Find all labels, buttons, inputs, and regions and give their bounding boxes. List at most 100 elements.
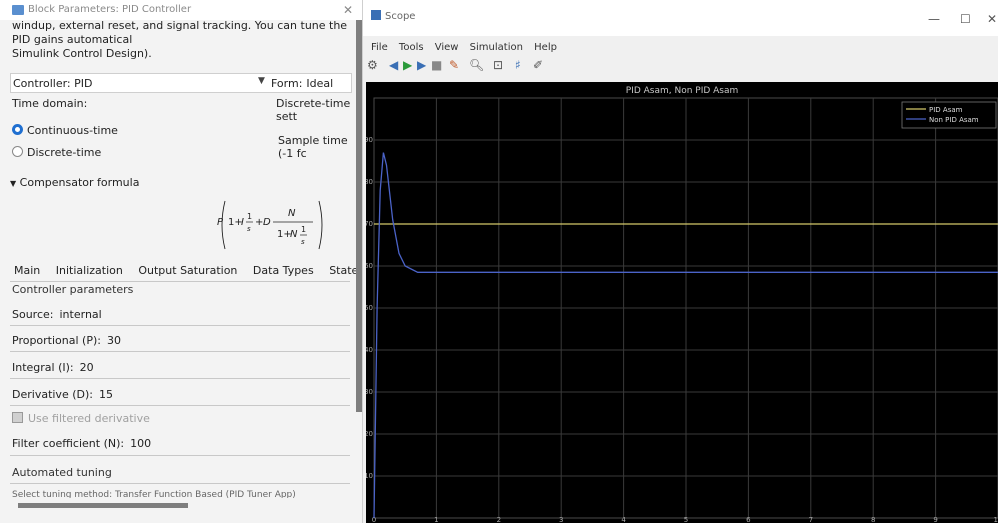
radio-selected-icon[interactable] xyxy=(12,124,23,135)
scope-title: Scope xyxy=(385,11,416,22)
horizontal-scrollbar[interactable] xyxy=(18,503,188,508)
menu-tools[interactable]: Tools xyxy=(398,42,424,53)
derivative-input[interactable]: 15 xyxy=(98,388,113,401)
close-icon[interactable]: ✕ xyxy=(343,3,354,17)
filtered-derivative-label: Use filtered derivative xyxy=(28,412,150,425)
automated-tuning-title: Automated tuning xyxy=(12,466,112,479)
controller-select[interactable]: Controller: PID ▼ Form: Ideal xyxy=(10,73,352,93)
menu-simulation[interactable]: Simulation xyxy=(469,42,523,53)
svg-text:s: s xyxy=(301,238,305,246)
y-tick-label: 20 xyxy=(366,430,373,438)
controller-parameters-title: Controller parameters xyxy=(12,283,134,296)
run-icon[interactable]: ▶ xyxy=(403,58,413,72)
step-forward-icon[interactable]: ▶ xyxy=(417,58,427,72)
block-parameters-dialog: Block Parameters: PID Controller ✕ windu… xyxy=(0,0,363,523)
divider xyxy=(10,351,350,352)
legend[interactable]: PID Asam Non PID Asam xyxy=(901,101,997,129)
description-line-1: windup, external reset, and signal track… xyxy=(12,19,348,46)
integral-input[interactable]: 20 xyxy=(79,361,94,374)
svg-text:1: 1 xyxy=(247,212,252,221)
form-select[interactable]: Form: Ideal xyxy=(271,77,333,90)
menu-file[interactable]: File xyxy=(371,42,388,53)
x-tick-label: 4 xyxy=(621,516,626,523)
x-tick-label: 6 xyxy=(746,516,751,523)
maximize-icon[interactable]: ☐ xyxy=(960,12,971,26)
checkbox-icon[interactable] xyxy=(12,412,23,423)
scope-plot-area[interactable]: PID Asam, Non PID Asam 0 1 2 3 4 5 6 7 8 9 10 10 20 3… xyxy=(364,82,998,524)
divider xyxy=(10,455,350,456)
chevron-down-icon[interactable]: ▼ xyxy=(258,76,265,86)
plot-title: PID Asam, Non PID Asam xyxy=(626,86,739,96)
series-line-non-pid-asam xyxy=(373,152,998,519)
scope-title-bar: Scope — ☐ ✕ xyxy=(363,0,998,36)
divider xyxy=(10,405,350,406)
stop-icon[interactable]: ■ xyxy=(431,58,443,72)
y-tick-label: 10 xyxy=(366,472,373,480)
svg-text:1+: 1+ xyxy=(277,229,292,240)
radio-unselected-icon[interactable] xyxy=(12,146,23,157)
svg-text:N: N xyxy=(290,229,298,240)
x-tick-label: 5 xyxy=(684,516,688,523)
legend-entry-label: Non PID Asam xyxy=(929,116,979,124)
fit-axes-icon[interactable]: ⊡ xyxy=(493,58,504,72)
continuous-time-label: Continuous-time xyxy=(27,124,118,137)
legend-box xyxy=(901,101,997,129)
discrete-time-label: Discrete-time xyxy=(27,146,102,159)
derivative-row[interactable]: Derivative (D): 15 xyxy=(12,388,113,401)
close-icon[interactable]: ✕ xyxy=(987,12,998,26)
minimize-icon[interactable]: — xyxy=(928,12,940,26)
sample-time-label: Sample time (-1 fc xyxy=(278,134,348,160)
menu-help[interactable]: Help xyxy=(534,42,557,53)
proportional-row[interactable]: Proportional (P): 30 xyxy=(12,334,121,347)
highlight-icon[interactable]: ✎ xyxy=(449,58,460,72)
tab-data-types[interactable]: Data Types xyxy=(252,264,314,277)
x-tick-label: 8 xyxy=(871,516,875,523)
scope-chart[interactable]: PID Asam, Non PID Asam 0 1 2 3 4 5 6 7 8 9 10 10 20 3… xyxy=(364,82,998,524)
tab-initialization[interactable]: Initialization xyxy=(55,264,123,277)
svg-text:N: N xyxy=(288,208,296,219)
svg-text:P: P xyxy=(217,217,224,228)
axis-ticks: 0 1 2 3 4 5 6 7 8 9 10 10 20 30 40 50 60 70 80 90 xyxy=(364,136,998,524)
filter-coefficient-row[interactable]: Filter coefficient (N): 100 xyxy=(12,437,151,450)
menu-view[interactable]: View xyxy=(434,42,459,53)
svg-text:s: s xyxy=(247,225,251,233)
settings-icon[interactable]: ⚙ xyxy=(367,58,378,72)
simulink-icon xyxy=(12,5,24,15)
scope-icon xyxy=(371,10,381,20)
step-back-icon[interactable]: ◀ xyxy=(389,58,399,72)
source-row[interactable]: Source: internal xyxy=(12,308,102,321)
form-label: Form: xyxy=(271,77,303,90)
zoom-icon[interactable]: 🔍︎ xyxy=(469,58,485,72)
edit-icon[interactable]: ✐ xyxy=(533,58,544,72)
controller-label: Controller: xyxy=(13,77,71,90)
filtered-derivative-checkbox[interactable]: Use filtered derivative xyxy=(12,412,150,425)
tuning-method-text: Select tuning method: Transfer Function … xyxy=(12,490,296,498)
scope-window: Scope — ☐ ✕ File Tools View Simulation H… xyxy=(363,0,998,524)
vertical-scrollbar[interactable] xyxy=(356,20,362,412)
y-tick-label: 30 xyxy=(366,388,373,396)
integral-row[interactable]: Integral (I): 20 xyxy=(12,361,94,374)
controller-value: PID xyxy=(74,77,93,90)
cursor-measure-icon[interactable]: ♯ xyxy=(515,58,521,72)
compensator-formula: P 1+ I 1 s + D N 1+ N 1 s xyxy=(217,200,323,250)
continuous-time-radio[interactable]: Continuous-time xyxy=(12,124,118,137)
divider xyxy=(10,378,350,379)
tab-state-attributes[interactable]: State Attributes xyxy=(329,264,362,277)
tab-divider xyxy=(10,281,350,282)
filter-coefficient-input[interactable]: 100 xyxy=(130,437,152,450)
tab-output-saturation[interactable]: Output Saturation xyxy=(138,264,238,277)
svg-text:1: 1 xyxy=(301,225,306,234)
y-tick-label: 80 xyxy=(366,178,373,186)
x-tick-label: 0 xyxy=(372,516,376,523)
legend-entry-label: PID Asam xyxy=(929,106,963,114)
svg-text:I: I xyxy=(241,217,244,228)
compensator-formula-toggle[interactable]: ▼ Compensator formula xyxy=(10,176,139,189)
block-description: windup, external reset, and signal track… xyxy=(12,19,358,61)
source-value[interactable]: internal xyxy=(59,308,102,321)
y-tick-label: 90 xyxy=(366,136,373,144)
divider xyxy=(10,483,350,484)
triangle-down-icon: ▼ xyxy=(10,179,17,188)
tab-main[interactable]: Main xyxy=(14,264,41,277)
discrete-time-radio[interactable]: Discrete-time xyxy=(12,146,101,159)
proportional-input[interactable]: 30 xyxy=(106,334,121,347)
